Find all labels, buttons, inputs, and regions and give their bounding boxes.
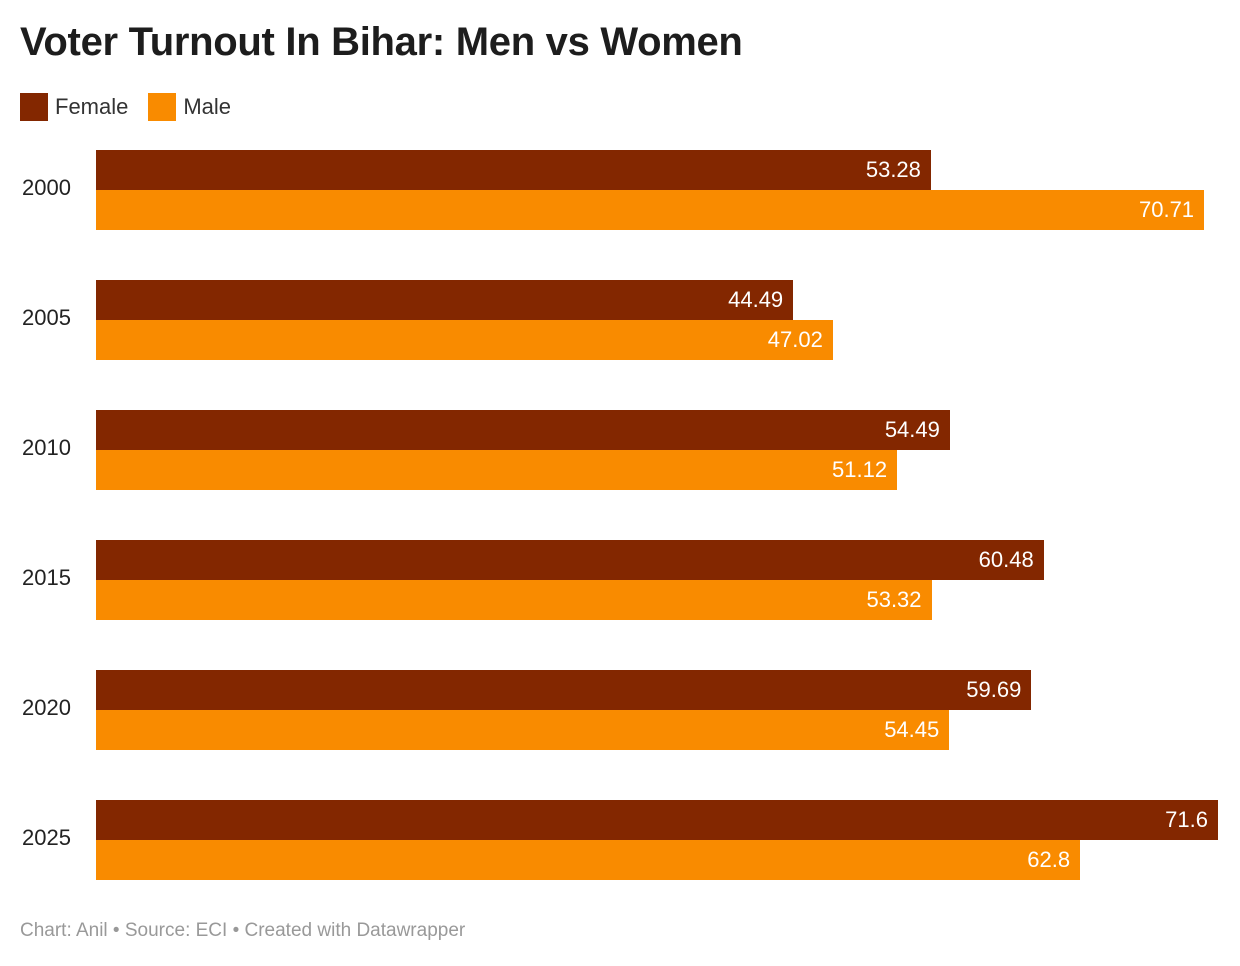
data-label: 47.02 [767, 327, 823, 352]
y-tick-label: 2005 [22, 305, 71, 330]
bar-female-2020: 59.69 [96, 670, 1032, 710]
data-label: 53.32 [866, 587, 922, 612]
bar-female-2000: 53.28 [96, 150, 931, 190]
data-label: 54.45 [884, 717, 940, 742]
y-tick-label: 2000 [22, 175, 71, 200]
legend-label-female: Female [55, 94, 129, 119]
legend-swatch-female [20, 93, 48, 121]
bar-female-2005: 44.49 [96, 280, 794, 320]
y-tick-label: 2010 [22, 435, 71, 460]
chart-title: Voter Turnout In Bihar: Men vs Women [20, 20, 743, 64]
footer-credits: Chart: Anil • Source: ECI • Created with… [20, 920, 466, 941]
data-label: 62.8 [1027, 847, 1071, 872]
data-label: 44.49 [728, 287, 784, 312]
legend-item-female: Female [20, 93, 128, 121]
y-tick-label: 2015 [22, 565, 71, 590]
data-label: 53.28 [865, 157, 921, 182]
bar-male-2005: 47.02 [96, 320, 833, 360]
bar-male-2000: 70.71 [96, 190, 1205, 230]
legend-swatch-male [148, 93, 177, 121]
data-label: 60.48 [978, 547, 1034, 572]
data-label: 59.69 [966, 677, 1022, 702]
data-label: 70.71 [1138, 197, 1195, 222]
y-tick-label: 2020 [22, 695, 71, 720]
bar-female-2025: 71.6 [96, 800, 1218, 840]
legend-item-male: Male [148, 93, 231, 121]
bar-male-2025: 62.8 [96, 840, 1081, 880]
bar-male-2010: 51.12 [96, 450, 898, 490]
data-label: 71.6 [1165, 807, 1208, 832]
bar-female-2010: 54.49 [96, 410, 950, 450]
data-label: 54.49 [884, 417, 940, 442]
legend-label-male: Male [183, 94, 232, 119]
legend: Female Male [20, 93, 231, 121]
bar-female-2015: 60.48 [96, 540, 1044, 580]
bar-male-2015: 53.32 [96, 580, 932, 620]
y-tick-label: 2025 [22, 825, 71, 850]
bar-male-2020: 54.45 [96, 710, 950, 750]
data-label: 51.12 [832, 457, 888, 482]
